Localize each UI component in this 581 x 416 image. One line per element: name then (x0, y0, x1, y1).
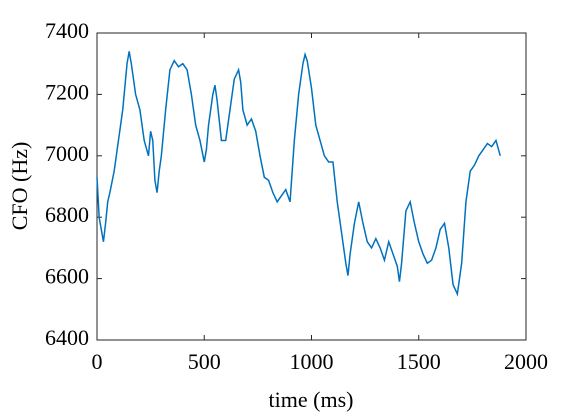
y-tick-label: 6600 (45, 264, 89, 289)
x-tick-label: 1000 (290, 349, 334, 374)
x-tick-label: 0 (92, 349, 103, 374)
y-tick-label: 6800 (45, 202, 89, 227)
y-axis-label: CFO (Hz) (7, 142, 32, 231)
y-tick-label: 7400 (45, 18, 89, 43)
x-tick-label: 1500 (397, 349, 441, 374)
x-tick-label: 2000 (504, 349, 548, 374)
x-tick-label: 500 (188, 349, 221, 374)
y-tick-label: 7000 (45, 141, 89, 166)
x-axis-label: time (ms) (269, 387, 354, 412)
y-tick-label: 7200 (45, 79, 89, 104)
plot-frame (96, 32, 527, 341)
data-line (96, 51, 501, 297)
y-tick-label: 6400 (45, 325, 89, 350)
